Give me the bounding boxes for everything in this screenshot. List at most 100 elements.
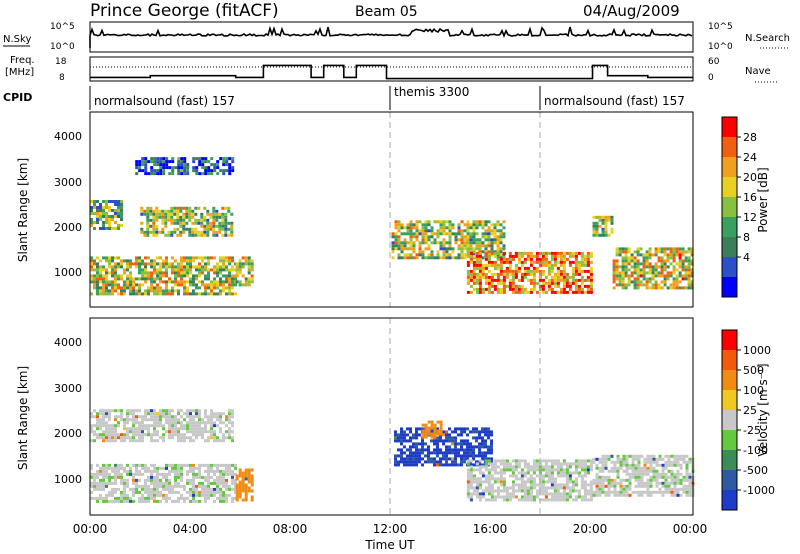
- noise-right-tick-top: 10^5: [708, 22, 733, 32]
- velocity-colorbar-tick-3: 25: [743, 404, 757, 417]
- x-axis-label: Time UT: [364, 538, 415, 552]
- cpid-segment-2: themis 3300: [394, 85, 469, 99]
- beam-title: Beam 05: [355, 4, 418, 20]
- freq-tick-top: 18: [55, 57, 67, 67]
- cpid-segment-3: normalsound (fast) 157: [544, 94, 685, 108]
- velocity-region-0: [90, 463, 237, 503]
- power-colorbar-swatch-8: [722, 277, 737, 298]
- noise-right-tick-bottom: 10^0: [708, 42, 733, 52]
- power-colorbar-tick-5: 8: [743, 231, 750, 244]
- velocity-colorbar-tick-5: -100: [743, 444, 768, 457]
- power-region-3: [235, 256, 254, 287]
- velocity-panel: Slant Range [km] 4000 3000 2000 1000 100…: [16, 317, 775, 516]
- freq-tick-bottom: 8: [59, 73, 65, 83]
- velocity-colorbar-tick-0: 1000: [743, 344, 771, 357]
- power-region-4: [135, 157, 235, 176]
- cpid-label: CPID: [3, 91, 32, 104]
- freq-label-1: Freq.: [10, 55, 35, 66]
- velocity-ytick-1000: 1000: [54, 473, 82, 486]
- power-colorbar-tick-0: 28: [743, 131, 757, 144]
- power-ytick-1000: 1000: [54, 266, 82, 279]
- power-region-0: [90, 256, 237, 296]
- velocity-colorbar-swatch-2: [722, 370, 737, 391]
- xtick-0: 00:00: [73, 522, 108, 536]
- power-panel: Slant Range [km] 4000 3000 2000 1000 282…: [16, 111, 770, 308]
- velocity-ytick-3000: 3000: [54, 382, 82, 395]
- power-colorbar-swatch-6: [722, 237, 737, 258]
- power-colorbar-swatch-1: [722, 137, 737, 158]
- velocity-colorbar-swatch-7: [722, 470, 737, 491]
- velocity-colorbar-label: Velocity [m s⁻¹]: [756, 363, 770, 456]
- velocity-colorbar-swatch-3: [722, 390, 737, 411]
- velocity-colorbar-tick-7: -1000: [743, 484, 775, 497]
- power-colorbar-swatch-2: [722, 157, 737, 178]
- cpid-segment-1: normalsound (fast) 157: [94, 94, 235, 108]
- power-colorbar-swatch-0: [722, 117, 737, 138]
- frequency-panel: Freq. [MHz] 18 8 60 0 Nave: [5, 55, 778, 83]
- velocity-region-4: [421, 420, 443, 439]
- velocity-colorbar-swatch-0: [722, 330, 737, 351]
- velocity-data: [90, 409, 695, 503]
- velocity-region-3: [394, 427, 493, 467]
- power-ylabel: Slant Range [km]: [16, 158, 30, 262]
- xtick-3: 12:00: [373, 522, 408, 536]
- power-data: [90, 157, 694, 296]
- velocity-region-5: [466, 459, 593, 502]
- velocity-colorbar-swatch-5: [722, 430, 737, 451]
- power-colorbar-tick-2: 20: [743, 171, 757, 184]
- power-ytick-4000: 4000: [54, 130, 82, 143]
- power-colorbar: 28 24 20 16 12 8 4: [721, 116, 757, 298]
- power-colorbar-tick-6: 4: [743, 251, 750, 264]
- power-region-2: [140, 206, 234, 237]
- xtick-2: 08:00: [273, 522, 308, 536]
- power-colorbar-label: Power [dB]: [756, 167, 770, 232]
- velocity-region-2: [235, 468, 254, 502]
- power-region-8: [612, 247, 694, 290]
- power-ytick-3000: 3000: [54, 176, 82, 189]
- power-region-6: [466, 251, 593, 294]
- velocity-colorbar-tick-6: -500: [743, 464, 768, 477]
- velocity-ylabel: Slant Range [km]: [16, 366, 30, 470]
- freq-label-2: [MHz]: [5, 67, 34, 78]
- power-colorbar-swatch-3: [722, 177, 737, 198]
- velocity-colorbar-swatch-4: [722, 410, 737, 431]
- nave-tick-bottom: 0: [708, 73, 714, 83]
- power-colorbar-tick-4: 12: [743, 211, 757, 224]
- station-title: Prince George (fitACF): [90, 1, 279, 21]
- velocity-colorbar-swatch-6: [722, 450, 737, 471]
- power-region-5: [391, 220, 506, 260]
- velocity-colorbar-swatch-1: [722, 350, 737, 371]
- velocity-region-6: [592, 454, 695, 497]
- power-colorbar-swatch-7: [722, 257, 737, 278]
- noise-panel: N.Sky 10^5 10^0 10^5 10^0 N.Search: [3, 21, 790, 53]
- power-colorbar-tick-1: 24: [743, 151, 757, 164]
- xtick-4: 16:00: [473, 522, 508, 536]
- velocity-colorbar-tick-2: 100: [743, 384, 764, 397]
- cpid-bar: CPID normalsound (fast) 157 themis 3300 …: [3, 85, 685, 110]
- velocity-colorbar-swatch-8: [722, 490, 737, 511]
- power-region-7: [592, 215, 614, 237]
- power-colorbar-tick-3: 16: [743, 191, 757, 204]
- power-colorbar-swatch-4: [722, 197, 737, 218]
- velocity-colorbar: 1000 500 100 25 -25 -100 -500 -1000: [721, 329, 775, 511]
- noise-sky-line: [89, 25, 693, 48]
- velocity-ytick-2000: 2000: [54, 427, 82, 440]
- velocity-colorbar-tick-1: 500: [743, 364, 764, 377]
- xtick-6: 00:00: [673, 522, 708, 536]
- noise-left-tick-bottom: 10^0: [50, 42, 75, 52]
- nave-tick-top: 60: [708, 57, 720, 67]
- xtick-1: 04:00: [173, 522, 208, 536]
- noise-left-label: N.Sky: [3, 34, 31, 45]
- velocity-ytick-4000: 4000: [54, 336, 82, 349]
- velocity-region-1: [90, 409, 234, 443]
- frequency-line: [90, 64, 693, 80]
- xtick-5: 20:00: [573, 522, 608, 536]
- x-axis: 00:00 04:00 08:00 12:00 16:00 20:00 00:0…: [73, 522, 708, 552]
- power-colorbar-swatch-5: [722, 217, 737, 238]
- noise-left-tick-top: 10^5: [50, 22, 75, 32]
- date-title: 04/Aug/2009: [583, 2, 680, 20]
- power-region-1: [90, 200, 123, 230]
- nave-label: Nave: [745, 66, 771, 77]
- velocity-colorbar-tick-4: -25: [743, 424, 761, 437]
